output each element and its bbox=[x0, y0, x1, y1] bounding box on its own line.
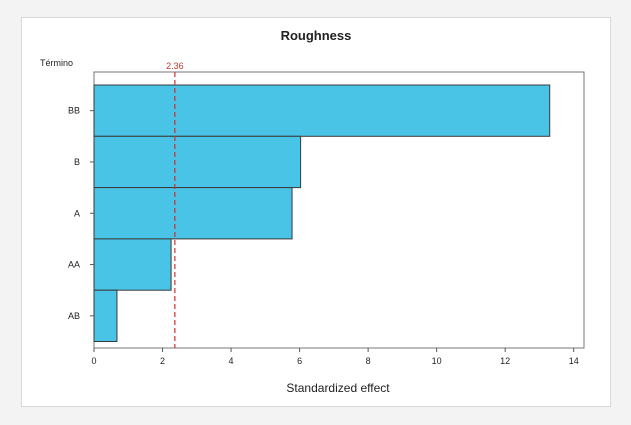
reference-line-label: 2.36 bbox=[166, 61, 184, 71]
bar-a bbox=[93, 187, 293, 240]
x-tick-label: 14 bbox=[569, 356, 579, 366]
y-tick-label-ab: AB bbox=[68, 311, 80, 321]
y-tick-label-a: A bbox=[74, 208, 80, 218]
x-tick-label: 4 bbox=[229, 356, 234, 366]
y-axis-label: Término bbox=[40, 58, 73, 68]
chart-title: Roughness bbox=[281, 28, 352, 43]
x-tick-label: 0 bbox=[91, 356, 96, 366]
bar-aa bbox=[93, 238, 172, 291]
x-tick-label: 6 bbox=[297, 356, 302, 366]
x-tick-label: 2 bbox=[160, 356, 165, 366]
bar-bb bbox=[93, 84, 551, 137]
y-tick-label-aa: AA bbox=[68, 260, 80, 270]
bar-b bbox=[93, 135, 302, 189]
x-axis-label: Standardized effect bbox=[286, 381, 390, 395]
x-tick-label: 10 bbox=[432, 356, 442, 366]
x-tick-label: 8 bbox=[366, 356, 371, 366]
bar-ab bbox=[93, 289, 118, 343]
y-tick-label-b: B bbox=[74, 157, 80, 167]
x-tick-label: 12 bbox=[500, 356, 510, 366]
y-tick-label-bb: BB bbox=[68, 106, 80, 116]
